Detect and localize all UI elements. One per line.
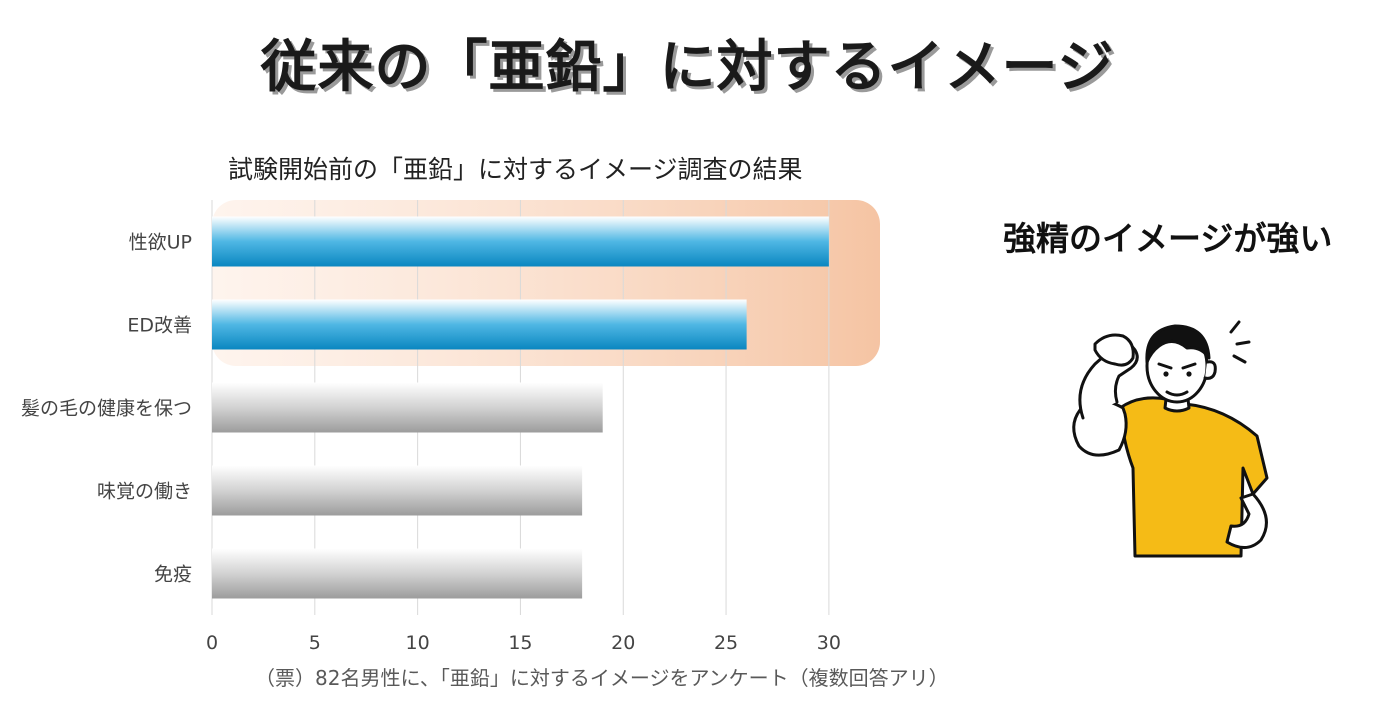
- x-tick-label: 20: [611, 632, 635, 654]
- x-tick-label: 15: [508, 632, 532, 654]
- category-label: 性欲UP: [129, 232, 192, 254]
- flexing-man-icon: [1072, 320, 1269, 558]
- category-label: ED改善: [127, 315, 192, 337]
- category-label: 免疫: [154, 564, 192, 586]
- x-tick-label: 0: [206, 632, 218, 654]
- category-label: 味覚の働き: [97, 481, 192, 503]
- x-tick-label: 30: [817, 632, 841, 654]
- bar: [212, 465, 583, 516]
- bar: [212, 548, 583, 599]
- chart-title: 試験開始前の「亜鉛」に対するイメージ調査の結果: [228, 155, 803, 184]
- category-label: 髪の毛の健康を保つ: [21, 398, 192, 420]
- page-title: 従来の「亜鉛」に対するイメージ: [260, 35, 1115, 100]
- chart-note: （票）82名男性に、「亜鉛」に対するイメージをアンケート（複数回答アリ）: [255, 666, 949, 690]
- bar: [212, 216, 829, 267]
- side-caption: 強精のイメージが強い: [1003, 219, 1333, 258]
- x-tick-label: 25: [714, 632, 738, 654]
- x-tick-label: 10: [406, 632, 430, 654]
- x-tick-label: 5: [309, 632, 321, 654]
- bar: [212, 382, 603, 433]
- bar: [212, 299, 747, 350]
